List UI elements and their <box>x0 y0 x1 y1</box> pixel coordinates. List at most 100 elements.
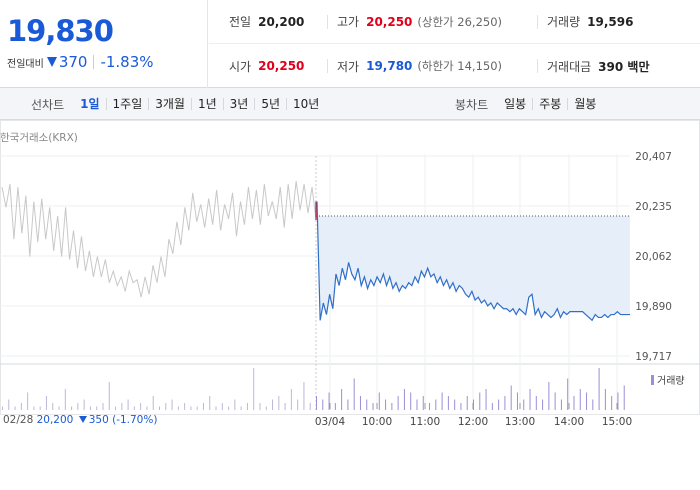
x-tick-label: 15:00 <box>602 416 632 428</box>
volume-bar <box>391 403 393 410</box>
change-rate: -1.83% <box>100 53 154 71</box>
volume-bar <box>121 403 123 410</box>
quote-info-grid: 전일 20,200 고가 20,250 (상한가 26,250) 거래량 19,… <box>209 0 700 88</box>
volume-bar <box>45 396 47 410</box>
tab-1year[interactable]: 1년 <box>190 98 223 110</box>
series-area-today <box>317 201 630 321</box>
change-row: 전일대비 370 -1.83% <box>7 53 154 71</box>
volume-bar <box>89 406 91 410</box>
volume-bar <box>309 403 311 410</box>
volume-bar <box>297 399 299 410</box>
tab-1week[interactable]: 1주일 <box>105 98 149 110</box>
volume-bar <box>491 403 493 410</box>
volume-bar <box>410 392 412 410</box>
tab-5year[interactable]: 5년 <box>254 98 286 110</box>
info-row: 시가 20,250 저가 19,780 (하한가 14,150) 거래대금 39… <box>209 44 700 88</box>
volume-bar <box>152 396 154 410</box>
tab-10year[interactable]: 10년 <box>286 98 325 110</box>
volume-bar <box>504 396 506 410</box>
volume-bar <box>146 406 148 410</box>
low-cell: 저가 19,780 (하한가 14,150) <box>337 58 502 75</box>
volume-bar <box>52 403 54 410</box>
tab-1day[interactable]: 1일 <box>80 97 100 111</box>
volume-bar <box>372 403 374 410</box>
x-tick-label: 03/04 <box>315 416 346 428</box>
volume-bar <box>77 403 79 410</box>
volume-bar <box>341 389 343 410</box>
volume-bar <box>20 403 22 410</box>
volume-bar <box>303 382 305 410</box>
volume-bar <box>140 403 142 410</box>
prev-date: 02/28 <box>3 414 34 426</box>
tab-3month[interactable]: 3개월 <box>148 98 191 110</box>
volume-bar <box>83 399 85 410</box>
prev-close-cell: 전일 20,200 <box>229 13 304 30</box>
volume-bar <box>378 392 380 410</box>
tab-weekly-candle[interactable]: 주봉 <box>532 98 567 110</box>
volume-bar <box>347 399 349 410</box>
volume-bar <box>322 399 324 410</box>
volume-bar <box>598 368 600 410</box>
series-line-prev-day <box>1 181 317 298</box>
volume-legend: 거래량 <box>651 372 685 387</box>
tab-daily-candle[interactable]: 일봉 <box>504 97 527 111</box>
high-cell: 고가 20,250 (상한가 26,250) <box>337 13 502 30</box>
volume-bar <box>604 389 606 410</box>
lower-limit: (하한가 14,150) <box>417 59 503 73</box>
volume-bar <box>14 406 16 410</box>
volume-bar <box>473 399 474 410</box>
volume-bar <box>64 389 66 410</box>
volume-bar <box>617 392 619 410</box>
volume-bar <box>209 396 211 410</box>
change-value: 370 <box>58 53 88 71</box>
volume-bar <box>353 378 355 410</box>
prev-rate: (-1.70%) <box>112 414 158 426</box>
volume-bar <box>510 385 512 410</box>
volume-bar <box>516 392 518 410</box>
y-tick-label: 20,407 <box>635 151 672 163</box>
x-tick-label: 13:00 <box>505 416 535 428</box>
candle-chart-label: 봉차트 <box>455 97 489 112</box>
volume-bar <box>253 368 255 410</box>
volume-bar <box>2 406 3 410</box>
prev-close-value: 20,200 <box>258 14 305 29</box>
volume-bar <box>278 396 280 410</box>
volume-bar <box>39 406 41 410</box>
volume-bar <box>265 406 267 410</box>
line-chart-tabs: 선차트 1일 1주일 3개월 1년 3년 5년 10년 <box>31 88 325 120</box>
volume-bar <box>485 389 487 410</box>
volume-legend-label: 거래량 <box>657 376 685 387</box>
high-label: 고가 <box>337 15 360 29</box>
volume-bar <box>190 406 192 410</box>
tab-3year[interactable]: 3년 <box>222 98 255 110</box>
price-chart[interactable]: 20,407 20,235 20,062 19,890 19,717 03/04 10:00… <box>0 120 700 430</box>
volume-bar <box>359 396 361 410</box>
divider <box>327 15 328 29</box>
volume-bar <box>523 399 525 410</box>
divider <box>537 15 538 29</box>
volume-bar <box>165 403 167 410</box>
volume-bar <box>71 406 73 410</box>
volume-bar <box>435 399 437 410</box>
current-price-box: 19,830 전일대비 370 -1.83% <box>0 0 208 88</box>
volume-bar <box>221 403 223 410</box>
volume-bar <box>611 396 613 410</box>
open-value: 20,250 <box>258 59 305 73</box>
volume-bar <box>96 406 98 410</box>
volume-bar <box>27 392 29 410</box>
volume-bar <box>108 382 110 410</box>
volume-bar <box>479 392 481 410</box>
candle-chart-tabs: 봉차트 일봉 주봉 월봉 <box>455 88 602 120</box>
amount-cell: 거래대금 390 백만 <box>547 58 649 75</box>
volume-bar <box>548 382 550 410</box>
volume-bar <box>498 399 500 410</box>
tab-monthly-candle[interactable]: 월봉 <box>567 98 602 110</box>
open-label: 시가 <box>229 59 252 74</box>
volume-bar <box>171 399 173 410</box>
volume-bar <box>579 389 581 410</box>
volume-bar <box>554 392 556 410</box>
open-cell: 시가 20,250 <box>229 58 304 75</box>
y-tick-label: 19,890 <box>635 301 672 313</box>
y-tick-label: 19,717 <box>635 351 672 363</box>
volume-bar <box>560 399 562 410</box>
